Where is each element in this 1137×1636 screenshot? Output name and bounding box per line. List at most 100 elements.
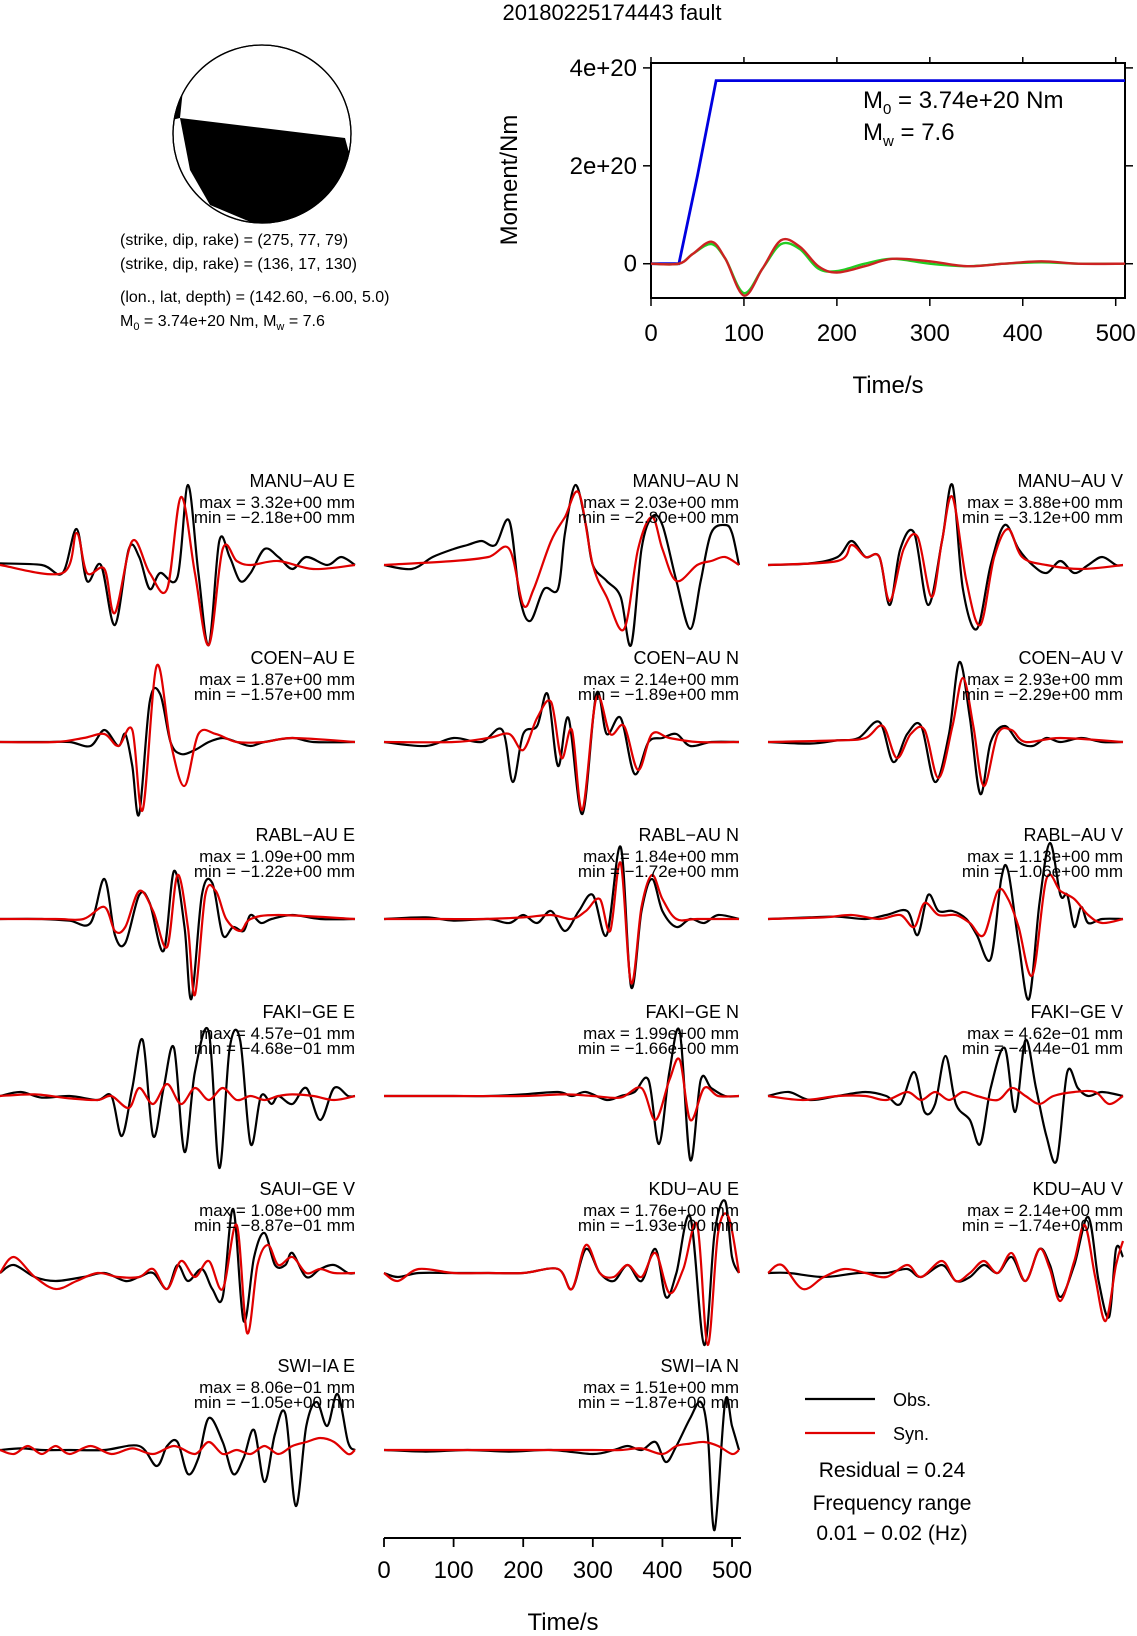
trace-max-label: max = 8.06e−01 mm [199,1378,355,1397]
synthetic-trace [767,873,1124,977]
moment-xtick-label: 100 [724,320,764,347]
moment-xtick-label: 200 [817,320,857,347]
trace-min-label: min = −1.06e+00 mm [962,862,1123,881]
station-label: MANU−AU V [1017,471,1123,491]
trace-min-label: min = −2.80e+00 mm [578,508,739,527]
trace-max-label: max = 3.32e+00 mm [199,493,355,512]
station-label: RABL−AU V [1023,825,1123,845]
synthetic-trace [0,1436,356,1456]
legend: Obs. Syn. Residual = 0.24 Frequency rang… [805,1390,971,1545]
station-label: FAKI−GE E [262,1002,355,1022]
station-label: SAUI−GE V [259,1179,355,1199]
waveform-xlabel: Time/s [527,1609,598,1636]
synthetic-trace [0,1082,356,1110]
moment-summary-text: M0 = 3.74e+20 Nm, Mw = 7.6 [120,313,325,333]
frequency-title: Frequency range [813,1492,972,1515]
moment-axes-group: 0 100 200 300 400 500 0 2e+20 4e+20 [570,55,1136,347]
waveform-xtick-label: 400 [642,1557,682,1584]
synthetic-trace [383,1212,741,1347]
trace-max-label: max = 4.57e−01 mm [199,1024,355,1043]
observed-trace [0,1392,356,1508]
moment-ytick-label: 4e+20 [570,55,637,82]
legend-obs-label: Obs. [893,1390,931,1410]
moment-xtick-label: 400 [1003,320,1043,347]
trace-max-label: max = 1.51e+00 mm [583,1378,739,1397]
station-label: SWI−IA N [660,1356,739,1376]
trace-min-label: min = −1.66e+00 mm [578,1039,739,1058]
trace-max-label: max = 1.76e+00 mm [583,1201,739,1220]
observed-trace [383,690,740,816]
moment-ytick-label: 0 [624,251,637,278]
trace-max-label: max = 1.09e+00 mm [199,847,355,866]
moment-annotation-m0: M0 = 3.74e+20 Nm [863,87,1063,118]
trace-max-label: max = 3.88e+00 mm [967,493,1123,512]
synthetic-trace [383,490,740,632]
moment-series-group [650,79,1126,297]
trace-min-label: min = −2.18e+00 mm [194,508,355,527]
trace-max-label: max = 1.13e+00 mm [967,847,1123,866]
trace-min-label: min = −4.68e−01 mm [194,1039,355,1058]
trace-max-label: max = 1.87e+00 mm [199,670,355,689]
trace-max-label: max = 2.93e+00 mm [967,670,1123,689]
waveform-xtick-label: 0 [377,1557,390,1584]
synthetic-trace [0,495,356,647]
trace-min-label: min = −2.29e+00 mm [962,685,1123,704]
location-text: (lon., lat, depth) = (142.60, −6.00, 5.0… [120,289,390,306]
synthetic-trace [0,663,356,812]
trace-min-label: min = −3.12e+00 mm [962,508,1123,527]
observed-trace [0,686,356,817]
synthetic-trace [383,1057,740,1122]
moment-xlabel: Time/s [852,372,923,399]
synthetic-trace [767,495,1124,627]
observed-trace [0,483,356,647]
trace-max-label: max = 4.62e−01 mm [967,1024,1123,1043]
moment-plot-frame [650,62,1126,299]
figure-title: 20180225174443 fault [503,0,722,25]
trace-max-label: max = 2.14e+00 mm [583,670,739,689]
moment-ytick-label: 2e+20 [570,153,637,180]
moment-series-line-1 [650,241,1126,295]
synthetic-trace [383,1440,740,1456]
trace-max-label: max = 1.84e+00 mm [583,847,739,866]
synthetic-trace [767,1223,1125,1323]
observed-trace [383,1396,741,1532]
trace-min-label: min = −1.22e+00 mm [194,862,355,881]
station-label: RABL−AU N [638,825,739,845]
station-label: COEN−AU V [1018,648,1123,668]
station-label: SWI−IA E [277,1356,355,1376]
observed-trace [383,845,740,990]
trace-min-label: min = −1.93e+00 mm [578,1216,739,1235]
waveform-xtick-label: 100 [434,1557,474,1584]
moment-xtick-label: 300 [910,320,950,347]
waveform-xtick-label: 300 [573,1557,613,1584]
plane1-text: (strike, dip, rake) = (275, 77, 79) [120,232,348,249]
station-label: KDU−AU V [1032,1179,1123,1199]
synthetic-trace [0,873,356,997]
trace-min-label: min = −4.44e−01 mm [962,1039,1123,1058]
trace-max-label: max = 2.03e+00 mm [583,493,739,512]
trace-max-label: max = 1.99e+00 mm [583,1024,739,1043]
waveform-xtick-label: 500 [712,1557,752,1584]
moment-annotation-mw: Mw = 7.6 [863,119,955,150]
trace-min-label: min = −1.74e+00 mm [962,1216,1123,1235]
moment-series-line-2 [650,237,1126,297]
station-label: MANU−AU N [632,471,739,491]
waveform-xtick-label: 200 [503,1557,543,1584]
observed-trace [0,869,356,1001]
trace-max-label: max = 1.08e+00 mm [199,1201,355,1220]
